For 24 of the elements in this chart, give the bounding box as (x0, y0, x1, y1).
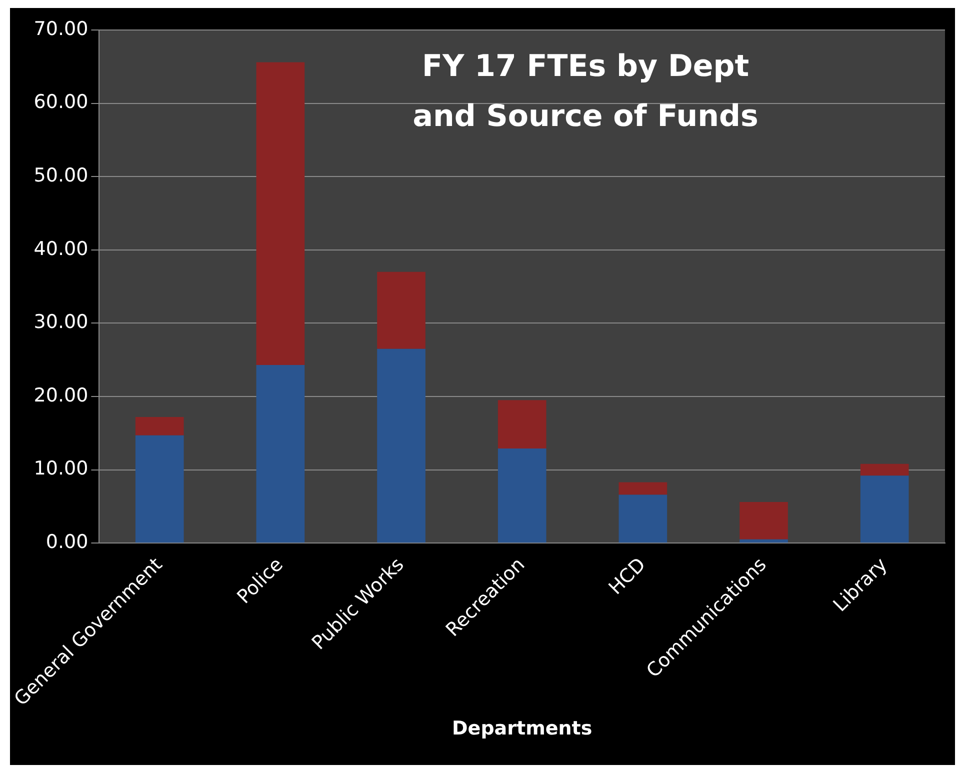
text: FY 17 FTEs by Dept and Source of Funds (412, 48, 758, 134)
y-tick-label: 40.00 (34, 238, 88, 260)
y-tick-label: 70.00 (34, 18, 88, 40)
y-tick-label: 60.00 (34, 91, 88, 114)
bar (860, 464, 909, 476)
bar (256, 364, 305, 543)
y-tick-label: 10.00 (34, 458, 88, 480)
bar (740, 539, 788, 543)
y-tick-label: 30.00 (34, 311, 88, 334)
y-tick-label: 0.00 (46, 531, 88, 554)
bar (135, 435, 184, 543)
bar (498, 400, 546, 449)
bar (256, 62, 305, 365)
x-axis-title: Departments (452, 718, 592, 740)
y-tick-label: 50.00 (34, 164, 88, 187)
bar (618, 482, 668, 495)
bar (135, 417, 184, 436)
bar (498, 448, 546, 543)
bar (377, 272, 426, 349)
bar (860, 476, 909, 543)
bar (377, 348, 426, 543)
bar (618, 494, 668, 543)
bar (740, 502, 788, 540)
y-tick-label: 20.00 (34, 384, 88, 406)
